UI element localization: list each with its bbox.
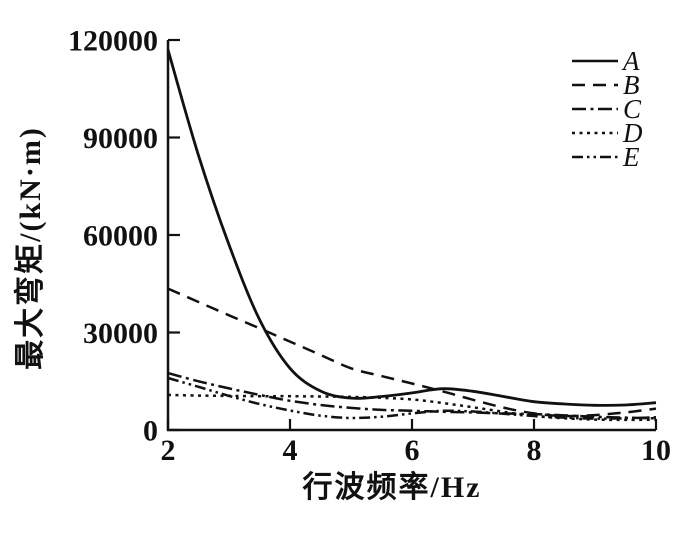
x-tick-label: 4 (283, 434, 298, 467)
legend-item-b: B (572, 70, 640, 100)
x-tick-label: 2 (161, 434, 176, 467)
legend-label-e: E (622, 142, 640, 172)
legend-item-e: E (572, 142, 640, 172)
y-tick-label: 120000 (68, 25, 158, 58)
series-line-c (167, 371, 657, 420)
legend-label-d: D (622, 118, 643, 148)
y-tick-label: 30000 (83, 317, 158, 350)
series-line-a (166, 49, 657, 407)
y-axis-title: 最大弯矩/(kN·m) (13, 126, 47, 370)
x-tick-label: 8 (527, 434, 542, 467)
x-tick-label: 10 (641, 434, 671, 467)
legend-item-a: A (572, 46, 640, 76)
series-line-b (167, 287, 657, 418)
series-line-d (167, 393, 657, 422)
y-tick-label: 60000 (83, 220, 158, 253)
legend-item-d: D (572, 118, 643, 148)
y-tick-label: 90000 (83, 122, 158, 155)
series-group (166, 49, 657, 422)
axis-frame (166, 40, 656, 432)
legend-label-a: A (621, 46, 640, 76)
legend-item-c: C (572, 94, 642, 124)
x-tick-label: 6 (405, 434, 420, 467)
axes-group: 0 30000 60000 90000 120000 2 4 6 8 10 (68, 25, 671, 468)
x-axis-title: 行波频率/Hz (302, 471, 482, 504)
series-line-e (167, 376, 657, 420)
y-tick-label: 0 (143, 415, 158, 448)
legend-label-c: C (623, 94, 642, 124)
legend-label-b: B (623, 70, 640, 100)
